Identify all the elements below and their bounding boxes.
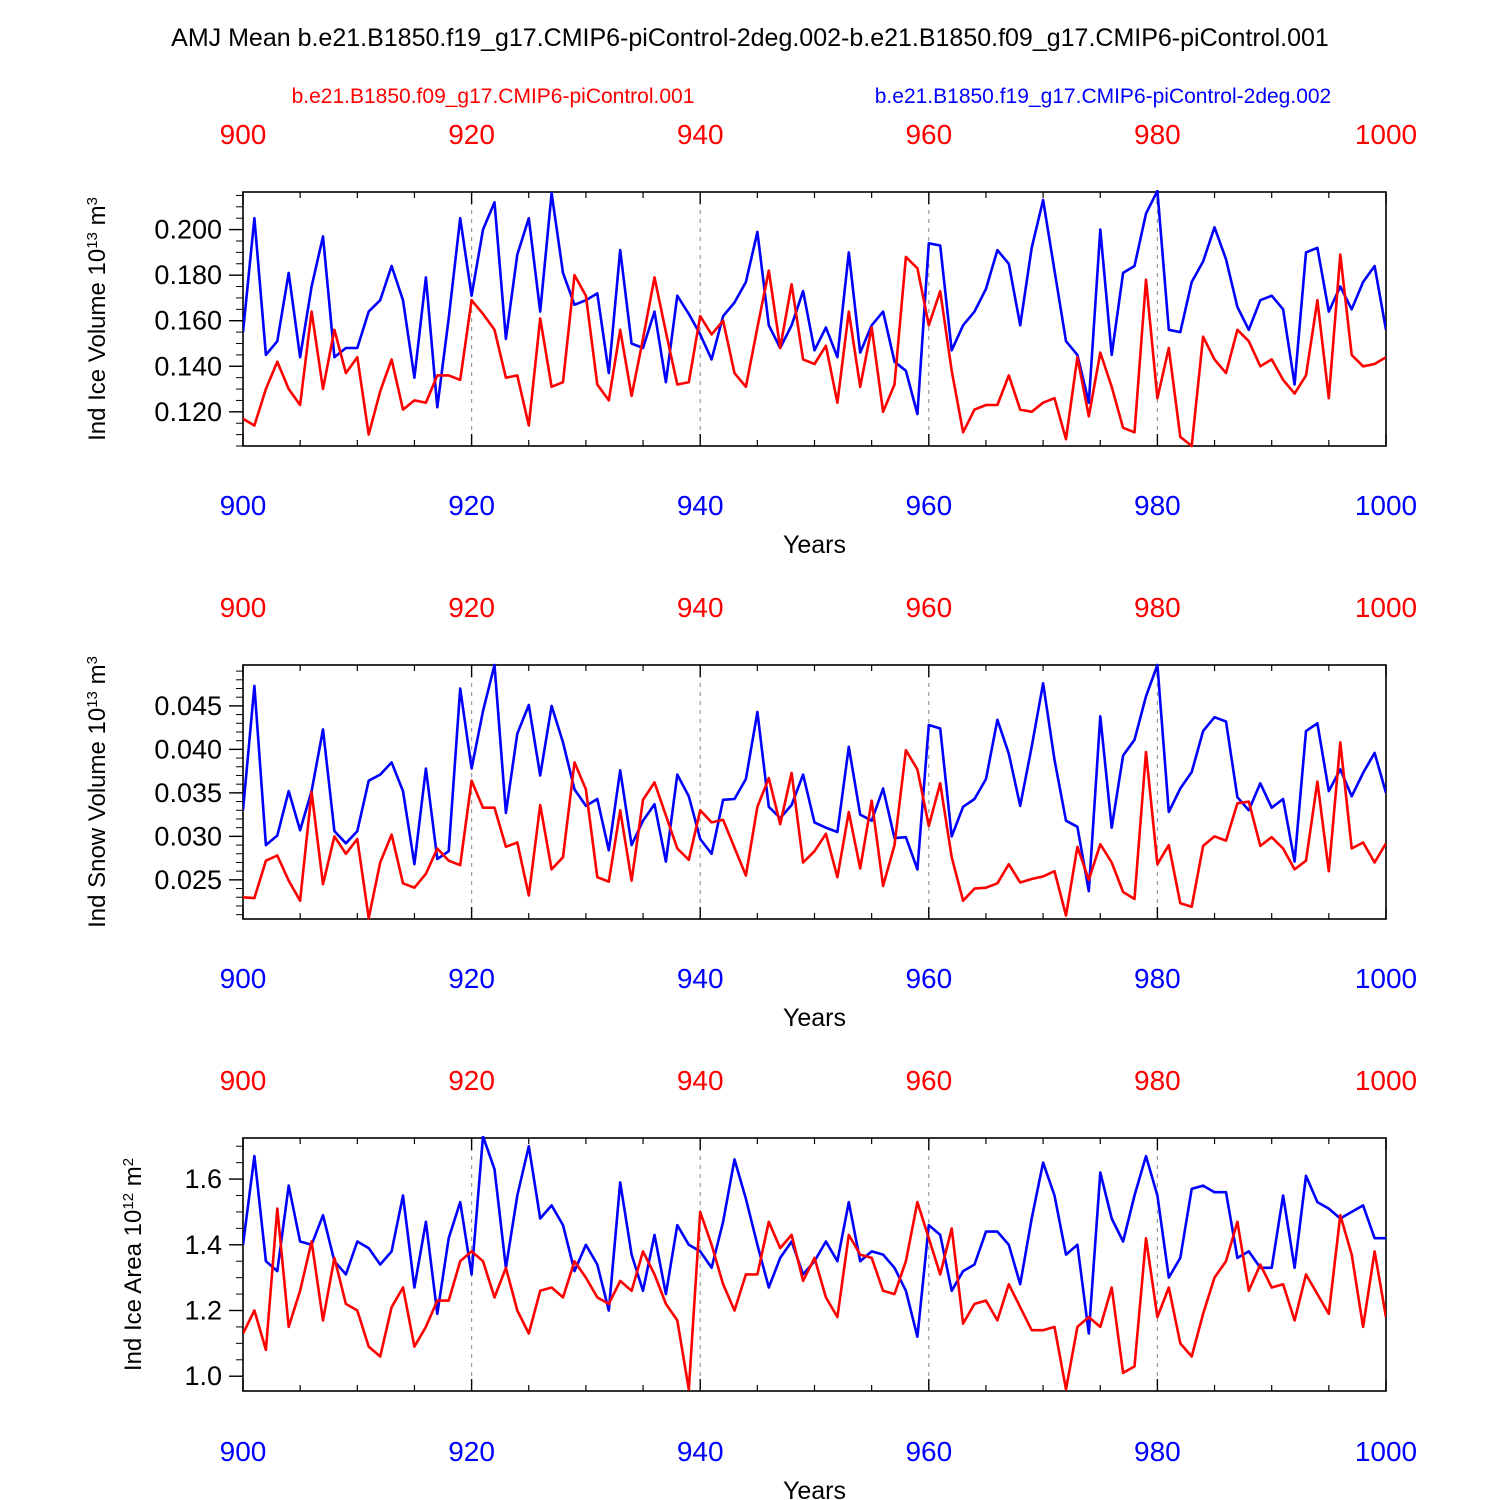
x-axis-label: Years xyxy=(783,1004,846,1032)
x-tick-label-top: 940 xyxy=(677,119,724,150)
x-tick-label-top: 960 xyxy=(905,119,952,150)
x-tick-label-bottom: 960 xyxy=(905,490,952,521)
y-label-superscript: 13 xyxy=(84,691,101,708)
x-tick-label-top: 980 xyxy=(1134,119,1181,150)
x-axis-label: Years xyxy=(783,1477,846,1500)
panel-2: 900 900 920 920 940 940 960 960 980 980 1000 1000 0.… xyxy=(84,592,1418,1032)
x-tick-label-top: 1000 xyxy=(1355,592,1417,623)
x-tick-label-bottom: 960 xyxy=(905,1436,952,1467)
y-tick-label: 0.120 xyxy=(154,397,222,427)
plot-frame xyxy=(242,191,1387,447)
x-tick-label-bottom: 980 xyxy=(1134,490,1181,521)
y-tick-label: 0.040 xyxy=(154,734,222,764)
x-tick-label-top: 940 xyxy=(677,592,724,623)
y-label-text: m xyxy=(84,205,111,232)
y-tick-label: 0.030 xyxy=(154,821,222,851)
y-label-text: m xyxy=(120,1166,147,1193)
x-tick-label-top: 960 xyxy=(905,592,952,623)
y-tick-label: 0.045 xyxy=(154,691,222,721)
x-tick-label-top: 1000 xyxy=(1355,119,1417,150)
y-label-text: m xyxy=(84,664,111,691)
x-tick-label-bottom: 940 xyxy=(677,490,724,521)
series-line-blue xyxy=(243,663,1386,893)
x-tick-label-top: 920 xyxy=(448,1065,495,1096)
figure-title: AMJ Mean b.e21.B1850.f19_g17.CMIP6-piCon… xyxy=(171,24,1329,52)
y-tick-label: 0.140 xyxy=(154,351,222,381)
x-tick-label-bottom: 980 xyxy=(1134,1436,1181,1467)
legend-red-label: b.e21.B1850.f09_g17.CMIP6-piControl.001 xyxy=(292,85,695,108)
y-axis-label: Ind Ice Area 1012 m2 xyxy=(120,1158,148,1371)
x-tick-label-bottom: 1000 xyxy=(1355,1436,1417,1467)
x-tick-label-bottom: 920 xyxy=(448,963,495,994)
x-tick-label-top: 920 xyxy=(448,119,495,150)
y-label-superscript: 13 xyxy=(84,232,101,249)
y-tick-label: 0.180 xyxy=(154,260,222,290)
x-tick-label-bottom: 1000 xyxy=(1355,963,1417,994)
x-tick-label-top: 900 xyxy=(220,119,267,150)
series-line-blue xyxy=(243,190,1386,416)
x-tick-label-bottom: 900 xyxy=(220,1436,267,1467)
y-tick-label: 0.035 xyxy=(154,778,222,808)
x-tick-label-bottom: 900 xyxy=(220,963,267,994)
y-label-superscript: 3 xyxy=(84,656,101,664)
y-tick-label: 0.200 xyxy=(154,215,222,245)
x-tick-label-bottom: 960 xyxy=(905,963,952,994)
x-axis-label: Years xyxy=(783,531,846,559)
x-tick-label-bottom: 920 xyxy=(448,1436,495,1467)
y-axis-label: Ind Ice Volume 1013 m3 xyxy=(84,197,112,441)
x-tick-label-bottom: 940 xyxy=(677,963,724,994)
y-tick-label: 1.6 xyxy=(184,1164,222,1194)
y-label-text: Ind Snow Volume 10 xyxy=(84,708,111,928)
y-label-superscript: 12 xyxy=(120,1193,137,1210)
plot-frame xyxy=(242,1137,1387,1392)
x-tick-label-top: 1000 xyxy=(1355,1065,1417,1096)
series-line-red xyxy=(243,253,1386,448)
x-tick-label-top: 900 xyxy=(220,1065,267,1096)
y-tick-label: 1.4 xyxy=(184,1230,222,1260)
x-tick-label-bottom: 1000 xyxy=(1355,490,1417,521)
y-label-text: Ind Ice Area 10 xyxy=(120,1210,147,1371)
x-tick-label-bottom: 980 xyxy=(1134,963,1181,994)
series-line-blue xyxy=(243,1136,1386,1339)
panel-3: 900 900 920 920 940 940 960 960 980 980 1000 1000 1.… xyxy=(120,1065,1418,1500)
x-tick-label-top: 980 xyxy=(1134,592,1181,623)
y-label-text: Ind Ice Volume 10 xyxy=(84,249,111,441)
y-tick-label: 1.2 xyxy=(184,1296,222,1326)
x-tick-label-bottom: 900 xyxy=(220,490,267,521)
series-line-red xyxy=(243,741,1386,920)
y-axis-label: Ind Snow Volume 1013 m3 xyxy=(84,656,112,928)
series-line-red xyxy=(243,1200,1386,1391)
y-label-superscript: 2 xyxy=(120,1158,137,1166)
plot-frame xyxy=(242,664,1387,920)
y-tick-label: 1.0 xyxy=(184,1361,222,1391)
x-tick-label-top: 960 xyxy=(905,1065,952,1096)
y-label-superscript: 3 xyxy=(84,197,101,205)
panels: 900 900 920 920 940 940 960 960 980 980 1000 1000 0.… xyxy=(84,119,1418,1500)
legend-blue-label: b.e21.B1850.f19_g17.CMIP6-piControl-2deg… xyxy=(875,85,1331,108)
x-tick-label-top: 920 xyxy=(448,592,495,623)
y-tick-label: 0.160 xyxy=(154,306,222,336)
x-tick-label-top: 940 xyxy=(677,1065,724,1096)
x-tick-label-top: 900 xyxy=(220,592,267,623)
x-tick-label-top: 980 xyxy=(1134,1065,1181,1096)
x-tick-label-bottom: 940 xyxy=(677,1436,724,1467)
x-tick-label-bottom: 920 xyxy=(448,490,495,521)
panel-1: 900 900 920 920 940 940 960 960 980 980 1000 1000 0.… xyxy=(84,119,1418,559)
y-tick-label: 0.025 xyxy=(154,865,222,895)
